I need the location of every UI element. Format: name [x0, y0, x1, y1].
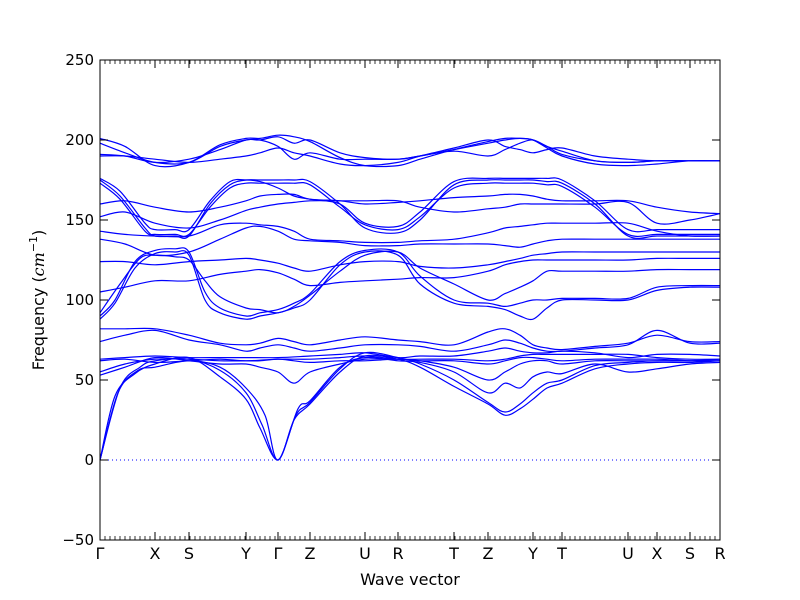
band-line-24 [99, 137, 720, 165]
y-axis-label-exponent: −1 [27, 236, 40, 252]
band-line-18 [99, 193, 721, 215]
band-line-21 [99, 177, 720, 233]
kpoint-label: R [714, 544, 725, 563]
y-axis-label-unit: cm [29, 252, 48, 276]
y-tick-label: 0 [84, 451, 94, 469]
kpoint-label: Z [305, 544, 316, 563]
kpoint-label: U [359, 544, 371, 563]
band-line-22 [99, 139, 720, 167]
band-line-13 [99, 257, 720, 293]
band-line-25 [99, 134, 721, 168]
y-tick-label: 200 [65, 131, 94, 149]
band-line-8 [99, 329, 721, 353]
band-line-16 [99, 222, 721, 244]
y-tick-label: 100 [65, 291, 94, 309]
plot-frame [99, 59, 721, 541]
kpoint-label: S [184, 544, 194, 563]
axis-ticks [99, 59, 721, 541]
band-lines [99, 134, 721, 461]
y-axis-label-text: Frequency ( [29, 276, 48, 370]
band-line-12 [99, 250, 720, 314]
band-line-19 [99, 178, 720, 239]
band-line-20 [99, 182, 720, 237]
x-axis-label: Wave vector [360, 570, 460, 589]
kpoint-label: S [685, 544, 695, 563]
kpoint-label: Y [240, 544, 251, 563]
band-line-11 [99, 247, 721, 317]
kpoint-label: Y [527, 544, 538, 563]
kpoint-label: X [652, 544, 663, 563]
y-tick-label: −50 [62, 531, 94, 549]
band-line-10 [99, 250, 721, 321]
y-axis-label-close: ) [29, 230, 48, 236]
y-tick-labels: −50 0 50 100 150 200 250 [62, 51, 94, 549]
kpoint-label: T [448, 544, 459, 563]
y-tick-label: 50 [75, 371, 94, 389]
band-line-6 [99, 353, 721, 364]
band-line-17 [99, 199, 721, 229]
band-line-14 [99, 251, 720, 272]
kpoint-label: Γ [96, 544, 105, 563]
band-line-15 [99, 225, 720, 257]
kpoint-label: Γ [274, 544, 283, 563]
y-tick-label: 150 [65, 211, 94, 229]
kpoint-label: R [392, 544, 403, 563]
kpoint-label: U [622, 544, 634, 563]
y-axis-label: Frequency (cm−1) [27, 230, 48, 371]
y-tick-label: 250 [65, 51, 94, 69]
kpoint-label: X [150, 544, 161, 563]
kpoint-label: Z [483, 544, 494, 563]
band-line-7 [99, 347, 721, 360]
band-line-9 [99, 327, 721, 351]
kpoint-label: T [556, 544, 567, 563]
